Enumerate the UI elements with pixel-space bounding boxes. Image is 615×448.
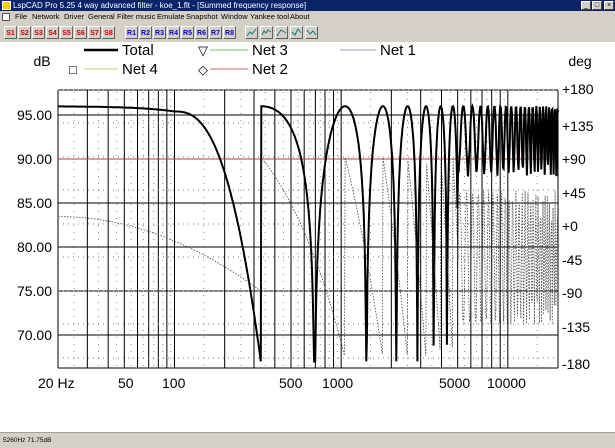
legend-marker-net3: ▽ — [198, 43, 208, 58]
cursor-readout: 5260Hz 71.75dB — [3, 437, 52, 444]
x-tick-20hz: 20 Hz — [38, 375, 75, 391]
snapshot-button-s5[interactable]: S5 — [60, 26, 73, 39]
x-tick-1000: 1000 — [322, 375, 353, 391]
right-axis-unit: deg — [568, 53, 591, 69]
y-tick-80: 80.00 — [17, 239, 52, 255]
y-tick-75: 75.00 — [17, 283, 52, 299]
legend-label-net1: Net 1 — [380, 42, 416, 59]
legend-label-net4: Net 4 — [122, 61, 158, 78]
menu-filter-music[interactable]: Filter music — [117, 12, 156, 21]
window-title: LspCAD Pro 5.25 4 way advanced filter - … — [13, 1, 307, 10]
y-tick-85: 85.00 — [17, 195, 52, 211]
phase-tick-m180: -180 — [562, 356, 590, 372]
snapshot-button-s7[interactable]: S7 — [88, 26, 101, 39]
menu-snapshot[interactable]: Snapshot — [186, 12, 218, 21]
app-icon — [2, 1, 11, 10]
menu-yankee-tool[interactable]: Yankee tool — [250, 12, 290, 21]
menu-file[interactable]: File — [15, 12, 28, 21]
toolbar: S1 S2 S3 S4 S5 S6 S7 S8 R1 R2 R3 R4 R5 R… — [0, 23, 615, 43]
x-tick-500: 500 — [279, 375, 303, 391]
phase-curve — [58, 156, 559, 356]
curves — [58, 103, 559, 363]
total-response-curve — [58, 103, 559, 363]
phase-tick-p180: +180 — [562, 81, 594, 97]
graph-compare-icon[interactable] — [275, 26, 288, 39]
title-bar: LspCAD Pro 5.25 4 way advanced filter - … — [0, 0, 615, 11]
status-bar: 5260Hz 71.75dB — [0, 432, 615, 448]
phase-tick-p90: +90 — [562, 151, 586, 167]
zoom-graph-icon[interactable] — [245, 26, 258, 39]
phase-tick-m90: -90 — [562, 285, 582, 301]
y-tick-90: 90.00 — [17, 151, 52, 167]
frequency-response-chart[interactable]: dB deg Total ▽ Net 3 Net 1 □ Net 4 ◇ Net… — [0, 42, 615, 432]
document-icon[interactable] — [2, 13, 10, 21]
legend-marker-net2: ◇ — [198, 62, 208, 77]
menu-driver[interactable]: Driver — [64, 12, 84, 21]
y-tick-70: 70.00 — [17, 327, 52, 343]
recall-button-r8[interactable]: R8 — [223, 26, 236, 39]
menu-emulate[interactable]: Emulate — [157, 12, 185, 21]
phase-tick-m135: -135 — [562, 319, 590, 335]
legend: Total ▽ Net 3 Net 1 □ Net 4 ◇ Net 2 — [69, 42, 416, 78]
menu-window[interactable]: Window — [221, 12, 248, 21]
recall-button-r3[interactable]: R3 — [153, 26, 166, 39]
legend-marker-net4: □ — [69, 62, 77, 77]
snapshot-button-s1[interactable]: S1 — [4, 26, 17, 39]
x-tick-100: 100 — [162, 375, 186, 391]
recall-button-r7[interactable]: R7 — [209, 26, 222, 39]
legend-label-net2: Net 2 — [252, 61, 288, 78]
graph-phase-icon[interactable] — [290, 26, 303, 39]
legend-label-total: Total — [122, 42, 154, 59]
menu-network[interactable]: Network — [32, 12, 60, 21]
y-tick-95: 95.00 — [17, 107, 52, 123]
phase-tick-p135: +135 — [562, 118, 594, 134]
x-tick-10000: 10000 — [487, 375, 526, 391]
recall-button-r1[interactable]: R1 — [125, 26, 138, 39]
chart-svg[interactable]: dB deg Total ▽ Net 3 Net 1 □ Net 4 ◇ Net… — [0, 42, 615, 432]
menu-about[interactable]: About — [290, 12, 310, 21]
graph-view-icon[interactable] — [260, 26, 273, 39]
menu-general[interactable]: General — [88, 12, 115, 21]
maximize-button[interactable]: □ — [592, 1, 602, 10]
close-button[interactable]: × — [604, 1, 614, 10]
phase-tick-p45: +45 — [562, 185, 586, 201]
minimize-button[interactable]: _ — [581, 1, 591, 10]
snapshot-button-s4[interactable]: S4 — [46, 26, 59, 39]
graph-impedance-icon[interactable] — [305, 26, 318, 39]
phase-tick-m45: -45 — [562, 252, 582, 268]
grid — [57, 89, 559, 369]
snapshot-button-s3[interactable]: S3 — [32, 26, 45, 39]
snapshot-button-s6[interactable]: S6 — [74, 26, 87, 39]
x-tick-50: 50 — [118, 375, 134, 391]
snapshot-button-s2[interactable]: S2 — [18, 26, 31, 39]
menu-bar: File Network Driver General Filter music… — [0, 11, 615, 23]
x-tick-5000: 5000 — [439, 375, 470, 391]
snapshot-button-s8[interactable]: S8 — [102, 26, 115, 39]
legend-label-net3: Net 3 — [252, 42, 288, 59]
left-axis-unit: dB — [33, 53, 50, 69]
recall-button-r6[interactable]: R6 — [195, 26, 208, 39]
recall-button-r4[interactable]: R4 — [167, 26, 180, 39]
recall-button-r5[interactable]: R5 — [181, 26, 194, 39]
phase-tick-0: +0 — [562, 218, 578, 234]
recall-button-r2[interactable]: R2 — [139, 26, 152, 39]
